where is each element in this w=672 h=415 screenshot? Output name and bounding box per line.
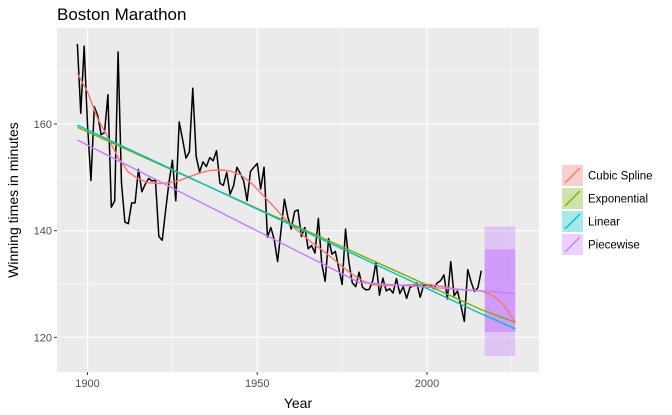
data-lines [76,43,516,330]
legend-item-cubic-spline: Cubic Spline [562,165,653,186]
forecast-line-cubic-spline [481,290,516,323]
legend-item-piecewise: Piecewise [562,234,640,255]
prediction-band-80-piecewise [484,249,516,332]
legend-key-line-exponential [564,190,581,207]
y-tick-label: 160 [34,119,52,131]
legend-label-linear: Linear [588,217,620,229]
legend: Cubic Spline Exponential Linear Piecewise [562,165,653,255]
x-tick-label: 1900 [75,378,99,390]
legend-key-line-linear [564,213,581,230]
plot-area [76,43,516,356]
fit-line-linear [77,124,482,315]
legend-item-exponential: Exponential [562,188,648,209]
legend-item-linear: Linear [562,211,620,232]
fit-line-piecewise [77,139,482,292]
y-tick-label: 140 [34,226,52,238]
legend-key-line-cubic-spline [564,167,581,184]
forecast-line-exponential [481,308,516,324]
forecast-line-piecewise [481,290,516,295]
plot-panel [57,28,539,372]
x-axis-title: Year [284,395,313,411]
axis-ticks: 1900 1950 2000 120 140 160 [34,119,440,390]
chart-title: Boston Marathon [57,5,186,24]
legend-key-line-piecewise [564,236,581,253]
y-tick-label: 120 [34,332,52,344]
x-tick-label: 1950 [245,378,269,390]
legend-label-cubic-spline: Cubic Spline [588,171,653,183]
x-tick-label: 2000 [415,378,439,390]
legend-label-exponential: Exponential [588,194,648,206]
y-axis-title: Winning times in minutes [5,122,21,278]
forecast-line-linear [481,313,516,330]
legend-label-piecewise: Piecewise [588,240,640,252]
fit-line-exponential [77,126,482,311]
